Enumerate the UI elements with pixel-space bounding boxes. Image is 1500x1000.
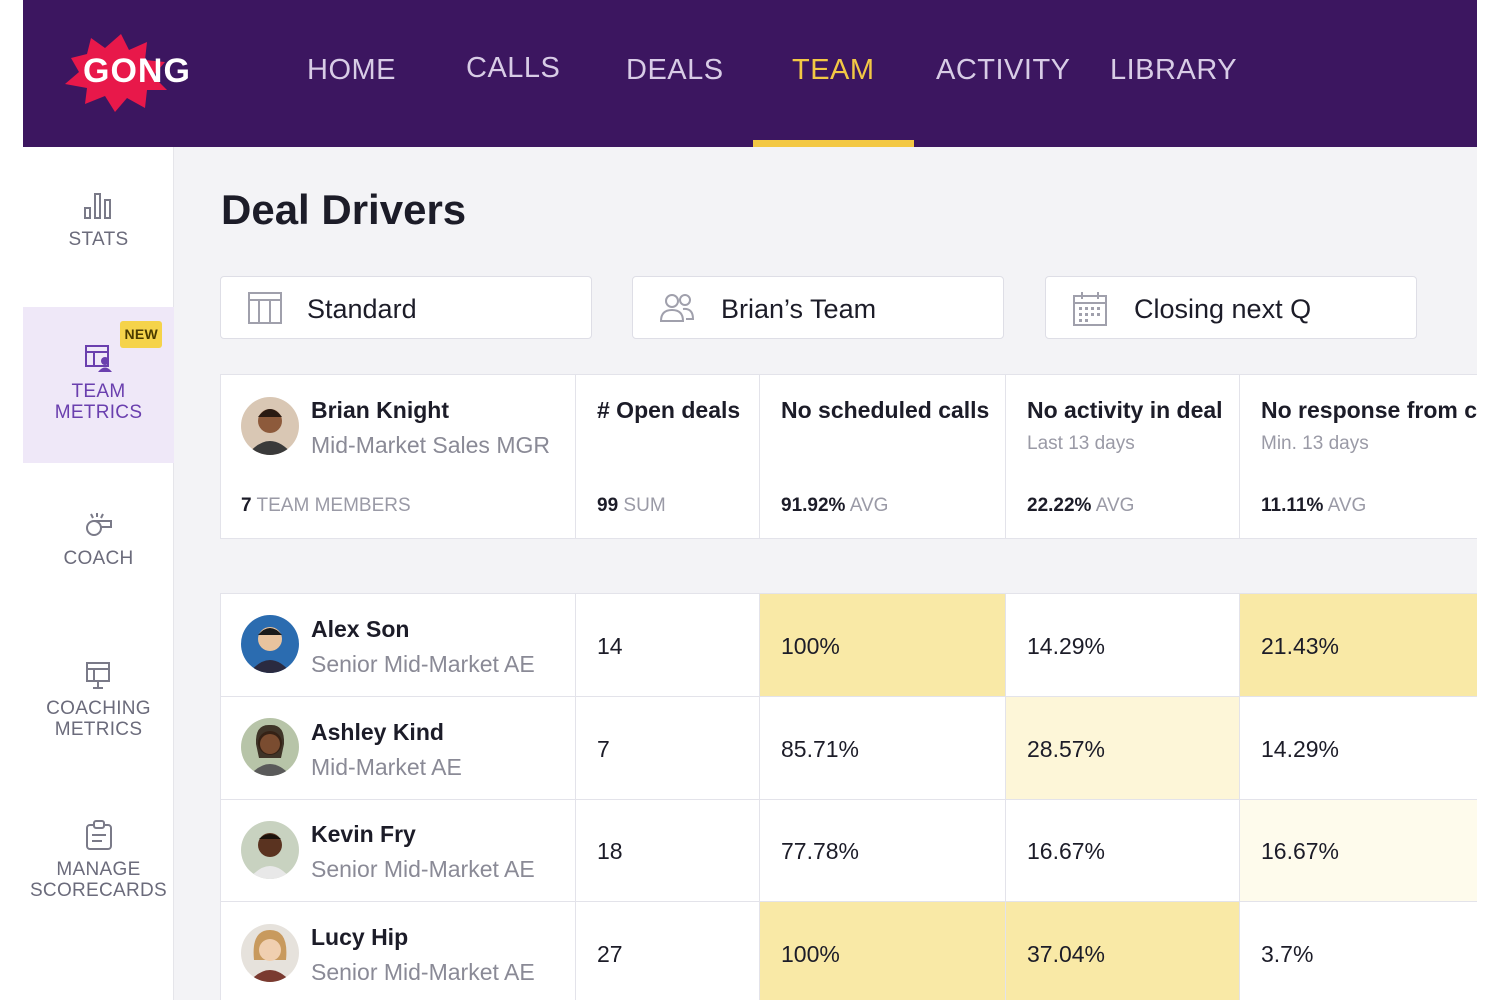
top-navigation-bar: GONG HOME CALLS DEALS TEAM ACTIVITY LIBR… [23,0,1477,147]
highlight-cell [1239,594,1477,696]
column-subheader-no-response: Min. 13 days [1261,433,1369,454]
manager-role: Mid-Market Sales MGR [311,432,550,458]
sidebar-item-manage-scorecards[interactable]: MANAGE SCORECARDS [23,819,174,901]
nav-home[interactable]: HOME [307,54,396,86]
highlight-cell [1005,902,1239,1000]
member-name[interactable]: Kevin Fry [311,821,416,847]
nav-deals[interactable]: DEALS [626,54,724,86]
scorecard-icon [85,820,112,850]
member-role: Senior Mid-Market AE [311,856,535,882]
member-avatar [241,615,299,673]
table-view-icon [248,292,282,324]
highlight-cell [1239,799,1477,902]
sidebar-item-label-line2: SCORECARDS [29,880,168,901]
manager-name[interactable]: Brian Knight [311,397,449,423]
highlight-cell [759,902,1005,1000]
sidebar-item-coach[interactable]: COACH [23,510,174,569]
sidebar-item-label-line1: TEAM [71,381,126,402]
nav-activity[interactable]: ACTIVITY [936,54,1071,86]
team-summary-card: Brian Knight Mid-Market Sales MGR 7 TEAM… [220,374,1477,539]
period-filter-dropdown[interactable]: Closing next Q [1045,276,1417,339]
nav-calls[interactable]: CALLS [466,52,561,84]
member-role: Senior Mid-Market AE [311,959,535,985]
active-tab-indicator [753,140,914,147]
brand-name: GONG [83,52,191,90]
highlight-cell [1005,696,1239,799]
member-name[interactable]: Ashley Kind [311,719,444,745]
no-calls-value[interactable]: 77.78% [781,838,860,864]
sidebar-item-label-line2: METRICS [54,719,143,740]
calendar-icon [1073,292,1107,326]
nav-team[interactable]: TEAM [792,54,875,86]
sidebar-item-label: COACH [63,548,134,569]
column-header-no-response[interactable]: No response from co [1261,397,1477,423]
whistle-icon [85,513,112,536]
member-name[interactable]: Lucy Hip [311,924,409,950]
page-title: Deal Drivers [221,186,467,233]
no-activity-value[interactable]: 16.67% [1027,838,1106,864]
column-header-no-scheduled-calls[interactable]: No scheduled calls [781,397,990,423]
column-header-open-deals[interactable]: # Open deals [597,397,741,423]
team-members-table: Alex Son Senior Mid-Market AE 14 100% 14… [220,593,1477,1000]
coaching-metrics-icon [85,662,110,689]
team-filter-dropdown[interactable]: Brian’s Team [632,276,1004,339]
member-role: Senior Mid-Market AE [311,651,535,677]
member-avatar [241,718,299,776]
member-name[interactable]: Alex Son [311,616,410,642]
team-metrics-icon [84,345,112,372]
no-calls-value[interactable]: 100% [781,633,840,659]
sidebar-item-label-line1: MANAGE [56,859,141,880]
manager-avatar[interactable] [241,397,299,455]
open-deals-value[interactable]: 7 [597,736,610,762]
sidebar-item-stats[interactable]: STATS [23,191,174,250]
member-role: Mid-Market AE [311,754,462,780]
no-response-value[interactable]: 16.67% [1261,838,1340,864]
no-response-avg: 11.11% AVG [1261,495,1367,516]
people-icon [659,294,695,322]
open-deals-value[interactable]: 18 [597,838,623,864]
sidebar-item-label: STATS [68,229,129,250]
team-members-count: 7 TEAM MEMBERS [241,495,411,516]
no-response-value[interactable]: 21.43% [1261,633,1340,659]
no-scheduled-calls-avg: 91.92% AVG [781,495,889,516]
period-filter-label: Closing next Q [1134,294,1312,324]
column-header-no-activity[interactable]: No activity in deal [1027,397,1223,423]
sidebar: STATS NEW TEAM METRICS COACH [23,147,174,1000]
sidebar-item-label-line2: METRICS [54,402,143,423]
no-activity-value[interactable]: 14.29% [1027,633,1106,659]
no-response-value[interactable]: 14.29% [1261,736,1340,762]
bar-chart-icon [83,193,111,219]
no-calls-value[interactable]: 100% [781,941,840,967]
gong-logo[interactable]: GONG [61,32,201,114]
open-deals-sum: 99 SUM [597,495,666,516]
view-filter-label: Standard [307,294,417,324]
open-deals-value[interactable]: 14 [597,633,623,659]
sidebar-item-coaching-metrics[interactable]: COACHING METRICS [23,660,174,740]
column-subheader-no-activity: Last 13 days [1027,433,1135,454]
sidebar-item-team-metrics[interactable]: NEW TEAM METRICS [23,307,174,463]
new-badge: NEW [120,321,162,348]
open-deals-value[interactable]: 27 [597,941,623,967]
no-activity-value[interactable]: 28.57% [1027,736,1106,762]
highlight-cell [759,594,1005,696]
no-calls-value[interactable]: 85.71% [781,736,860,762]
no-response-value[interactable]: 3.7% [1261,941,1314,967]
nav-library[interactable]: LIBRARY [1110,54,1238,86]
member-avatar [241,821,299,879]
app-window: GONG HOME CALLS DEALS TEAM ACTIVITY LIBR… [23,0,1477,1000]
member-avatar [241,924,299,982]
team-filter-label: Brian’s Team [721,294,877,324]
sidebar-item-label-line1: COACHING [46,698,151,719]
no-activity-avg: 22.22% AVG [1027,495,1135,516]
view-filter-dropdown[interactable]: Standard [220,276,592,339]
no-activity-value[interactable]: 37.04% [1027,941,1106,967]
